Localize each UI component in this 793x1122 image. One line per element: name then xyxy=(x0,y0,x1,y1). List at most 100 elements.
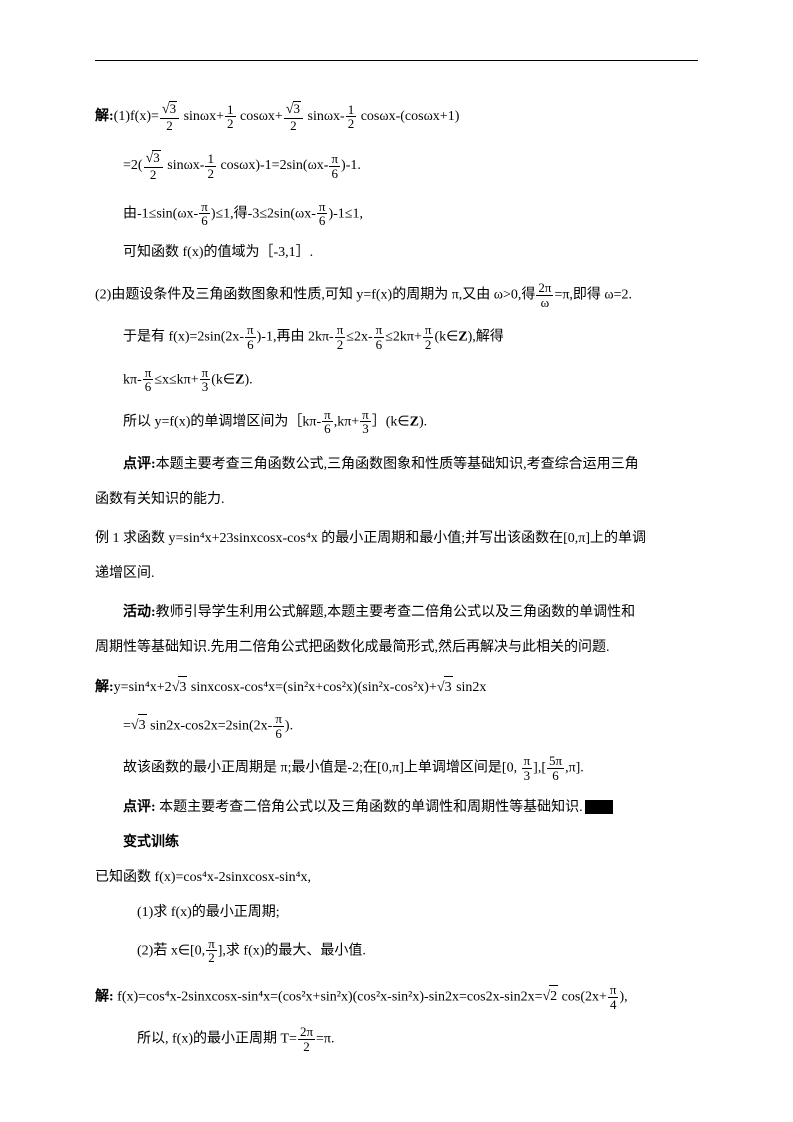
line-range: 可知函数 f(x)的值域为［-3,1］. xyxy=(95,242,698,263)
frac: π6 xyxy=(329,152,340,180)
sqrt: 3 xyxy=(172,676,188,698)
frac: 2π2 xyxy=(298,1025,315,1053)
line-ex1: 例 1 求函数 y=sin⁴x+23sinxcosx-cos⁴x 的最小正周期和… xyxy=(95,528,698,549)
frac: 32 xyxy=(144,150,163,181)
t: )-1≤1, xyxy=(328,206,363,221)
line-dianping1: 点评:本题主要考查三角函数公式,三角函数图象和性质等基础知识,考查综合运用三角 xyxy=(95,454,698,475)
t: ］(k∈ xyxy=(372,414,410,429)
frac: π6 xyxy=(317,200,328,228)
t: cosωx+ xyxy=(237,109,283,124)
line-ineq: 由-1≤sin(ωx-π6)≤1,得-3≤2sin(ωx-π6)-1≤1, xyxy=(95,200,698,228)
t: 所以, f(x)的最小正周期 T= xyxy=(137,1032,297,1047)
label-jie: 解: xyxy=(95,680,114,695)
t: =2( xyxy=(123,158,143,173)
t: ). xyxy=(285,718,293,733)
sqrt: 2 xyxy=(542,985,558,1007)
frac: π4 xyxy=(608,983,619,1011)
t: f(x)=cos⁴x-2sinxcosx-sin⁴x=(cos²x+sin²x)… xyxy=(114,989,543,1004)
t: ,π]. xyxy=(565,761,584,776)
frac: π3 xyxy=(522,754,533,782)
line-sol3: 解: f(x)=cos⁴x-2sinxcosx-sin⁴x=(cos²x+sin… xyxy=(95,983,698,1011)
redaction-icon xyxy=(585,800,613,814)
t: (k∈ xyxy=(211,372,235,387)
line-eq16: =3 sin2x-cos2x=2sin(2x-π6). xyxy=(95,712,698,740)
line-ex1b: 递增区间. xyxy=(95,563,698,584)
sqrt: 3 xyxy=(437,676,453,698)
frac: 5π6 xyxy=(547,754,564,782)
label-jie: 解: xyxy=(95,109,114,124)
t: ). xyxy=(244,372,252,387)
sqrt: 3 xyxy=(131,714,147,736)
line-eq2: =2(32 sinωx-12 cosωx)-1=2sin(ωx-π6)-1. xyxy=(95,150,698,181)
frac: 12 xyxy=(205,152,216,180)
frac: π6 xyxy=(322,408,333,436)
t: ],[ xyxy=(533,761,546,776)
t: sinωx- xyxy=(164,158,205,173)
t: ). xyxy=(419,414,427,429)
t: ,kπ+ xyxy=(334,414,359,429)
t: 本题主要考查三角函数公式,三角函数图象和性质等基础知识,考查综合运用三角 xyxy=(156,457,639,472)
t: =π,即得 ω=2. xyxy=(554,287,632,302)
t: )-1. xyxy=(341,158,361,173)
t: =π. xyxy=(316,1032,334,1047)
t: (2)若 x∈[0, xyxy=(137,943,205,958)
t: cosωx-(cosωx+1) xyxy=(357,109,459,124)
label-dianping: 点评: xyxy=(123,800,156,815)
t: kπ- xyxy=(123,372,142,387)
t: cosωx)-1=2sin(ωx- xyxy=(217,158,328,173)
frac: 12 xyxy=(346,103,357,131)
line-q2: (2)若 x∈[0,π2],求 f(x)的最大、最小值. xyxy=(95,937,698,965)
t: ),解得 xyxy=(468,330,504,345)
t: 教师引导学生利用公式解题,本题主要考查二倍角公式以及三角函数的单调性和 xyxy=(156,605,636,620)
t: ],求 f(x)的最大、最小值. xyxy=(218,943,366,958)
t: (1)f(x)= xyxy=(114,109,159,124)
t: ≤x≤kπ+ xyxy=(154,372,198,387)
frac: π2 xyxy=(423,323,434,351)
label-jie: 解: xyxy=(95,989,114,1004)
line-period: 所以, f(x)的最小正周期 T=2π2=π. xyxy=(95,1025,698,1053)
frac: π3 xyxy=(200,366,211,394)
t: (k∈ xyxy=(434,330,458,345)
t: 于是有 f(x)=2sin(2x- xyxy=(123,330,244,345)
frac: π2 xyxy=(335,323,346,351)
set-z: Z xyxy=(410,414,419,429)
frac: π2 xyxy=(206,937,217,965)
t: (2)由题设条件及三角函数图象和性质,可知 y=f(x)的周期为 π,又由 ω>… xyxy=(95,287,535,302)
line-given: 已知函数 f(x)=cos⁴x-2sinxcosx-sin⁴x, xyxy=(95,867,698,888)
t: ≤2kπ+ xyxy=(385,330,422,345)
t: = xyxy=(123,718,131,733)
frac: π6 xyxy=(245,323,256,351)
frac: π6 xyxy=(273,712,284,740)
line-so: 于是有 f(x)=2sin(2x-π6)-1,再由 2kπ-π2≤2x-π6≤2… xyxy=(95,323,698,351)
frac: π6 xyxy=(374,323,385,351)
t: 所以 y=f(x)的单调增区间为［kπ- xyxy=(123,414,321,429)
frac: 2πω xyxy=(536,281,553,309)
t: sinωx+ xyxy=(180,109,224,124)
line-kpi: kπ-π6≤x≤kπ+π3(k∈Z). xyxy=(95,366,698,394)
frac: π6 xyxy=(143,366,154,394)
t: sin2x-cos2x=2sin(2x- xyxy=(147,718,273,733)
line-result17: 故该函数的最小正周期是 π;最小值是-2;在[0,π]上单调增区间是[0, π3… xyxy=(95,754,698,782)
label-bianshi: 变式训练 xyxy=(95,832,698,853)
line-interval: 所以 y=f(x)的单调增区间为［kπ-π6,kπ+π3］(k∈Z). xyxy=(95,408,698,436)
label-dianping: 点评: xyxy=(123,457,156,472)
line-dianping2: 点评: 本题主要考查二倍角公式以及三角函数的单调性和周期性等基础知识. xyxy=(95,797,698,818)
line-sol2: 解:y=sin⁴x+23 sinxcosx-cos⁴x=(sin²x+cos²x… xyxy=(95,676,698,698)
line-q1: (1)求 f(x)的最小正周期; xyxy=(95,902,698,923)
t: ), xyxy=(619,989,627,1004)
frac: π6 xyxy=(199,200,210,228)
frac: 32 xyxy=(160,101,179,132)
t: sin2x xyxy=(453,680,487,695)
t: 故该函数的最小正周期是 π;最小值是-2;在[0,π]上单调增区间是[0, xyxy=(123,761,521,776)
t: sinωx- xyxy=(304,109,345,124)
line-dianping1b: 函数有关知识的能力. xyxy=(95,489,698,510)
t: cos(2x+ xyxy=(558,989,607,1004)
page: 解:(1)f(x)=32 sinωx+12 cosωx+32 sinωx-12 … xyxy=(0,0,793,1122)
frac: π3 xyxy=(360,408,371,436)
line-part2: (2)由题设条件及三角函数图象和性质,可知 y=f(x)的周期为 π,又由 ω>… xyxy=(95,281,698,309)
top-rule xyxy=(95,60,698,61)
frac: 12 xyxy=(225,103,236,131)
t: 由-1≤sin(ωx- xyxy=(123,206,198,221)
frac: 32 xyxy=(284,101,303,132)
t: ≤2x- xyxy=(346,330,372,345)
